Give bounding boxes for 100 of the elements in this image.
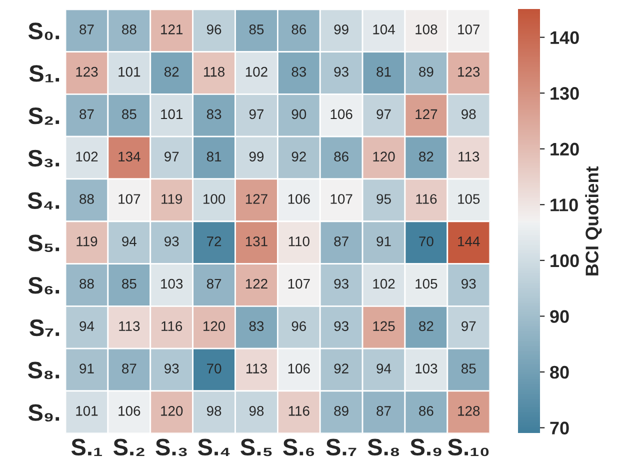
data-label: 88 — [80, 278, 94, 289]
data-label: 97 — [462, 321, 476, 332]
data-label: 85 — [122, 109, 136, 120]
data-label: 107 — [288, 278, 310, 289]
data-label: 94 — [122, 236, 136, 246]
y-tick-label: S₂. — [28, 107, 60, 125]
data-label: 72 — [207, 236, 222, 246]
data-label: 127 — [416, 109, 438, 119]
data-label: 93 — [164, 364, 179, 374]
data-label: 118 — [204, 66, 225, 77]
data-label: 93 — [462, 278, 476, 289]
data-label: 96 — [292, 321, 306, 332]
data-label: 98 — [462, 109, 476, 120]
data-label: 122 — [246, 278, 268, 289]
data-label: 86 — [292, 24, 306, 34]
data-label: 99 — [334, 24, 348, 34]
data-label: 83 — [292, 66, 306, 77]
data-label: 106 — [330, 109, 352, 120]
data-label: 92 — [292, 152, 306, 162]
data-label: 87 — [80, 24, 94, 34]
data-label: 107 — [330, 194, 352, 204]
color-bar-label: 110 — [550, 198, 578, 212]
data-label: 107 — [458, 24, 480, 34]
data-label: 113 — [458, 152, 480, 162]
data-label: 92 — [334, 364, 348, 374]
color-bar-label: 90 — [550, 310, 569, 323]
x-tick-label: S.₈ — [368, 438, 400, 456]
data-label: 121 — [161, 24, 183, 34]
data-label: 94 — [376, 364, 392, 374]
data-label: 127 — [246, 194, 268, 204]
color-bar-label: 80 — [550, 366, 569, 379]
x-tick-label: S.₉ — [410, 438, 442, 456]
data-label: 103 — [416, 364, 438, 374]
y-tick-label: S₃. — [28, 150, 60, 168]
data-label: 120 — [161, 406, 183, 416]
data-label: 123 — [76, 66, 98, 77]
data-label: 105 — [458, 194, 480, 204]
data-label: 70 — [207, 364, 222, 374]
y-tick-label: S₇. — [30, 319, 60, 337]
data-label: 134 — [118, 152, 140, 162]
x-tick-label: S.₂ — [113, 438, 144, 456]
data-label: 125 — [373, 321, 395, 332]
data-label: 89 — [419, 66, 434, 77]
data-label: 119 — [162, 194, 182, 204]
data-label: 100 — [204, 194, 226, 204]
data-label: 83 — [249, 321, 264, 332]
color-bar-label: 70 — [550, 422, 569, 434]
data-label: 93 — [334, 278, 348, 289]
color-bar-label: 140 — [550, 31, 579, 44]
data-label: 104 — [373, 24, 395, 34]
x-tick-label: S.₄ — [198, 438, 230, 456]
x-tick-label: S.₇ — [326, 438, 356, 456]
data-label: 123 — [458, 66, 480, 77]
data-label: 97 — [249, 109, 264, 120]
color-bar-label: 100 — [550, 254, 579, 268]
data-label: 103 — [161, 278, 183, 289]
data-label: 106 — [288, 364, 310, 374]
data-label: 82 — [419, 152, 434, 162]
data-label: 131 — [246, 236, 268, 246]
data-label: 128 — [458, 406, 480, 416]
data-label: 88 — [122, 24, 136, 34]
data-label: 91 — [376, 236, 391, 246]
x-tick-label: S.₃ — [156, 438, 187, 456]
data-label: 87 — [80, 109, 94, 120]
data-label: 85 — [249, 24, 264, 34]
data-label: 83 — [206, 109, 222, 120]
data-label: 101 — [76, 406, 98, 416]
data-label: 116 — [162, 321, 182, 332]
data-label: 70 — [419, 236, 434, 246]
data-label: 106 — [118, 406, 140, 416]
data-label: 101 — [118, 66, 140, 77]
data-label: 88 — [80, 194, 94, 204]
data-label: 113 — [246, 364, 267, 374]
data-label: 89 — [334, 406, 348, 416]
y-tick-label: S₀. — [28, 22, 60, 40]
data-label: 93 — [164, 236, 179, 246]
data-label: 97 — [376, 109, 391, 120]
data-label: 120 — [373, 152, 395, 162]
x-tick-label: S.₅ — [240, 438, 272, 456]
data-label: 107 — [118, 194, 140, 204]
data-label: 82 — [419, 321, 434, 332]
x-tick-label: S.₁₀ — [448, 438, 489, 456]
data-label: 113 — [119, 321, 140, 332]
y-tick-label: S₄. — [28, 192, 60, 210]
data-label: 108 — [416, 24, 438, 34]
data-label: 87 — [376, 406, 391, 416]
y-tick-label: S₈. — [28, 362, 60, 380]
color-bar-label: 130 — [550, 87, 579, 100]
data-label: 94 — [80, 321, 94, 332]
data-label: 101 — [161, 109, 183, 120]
y-tick-label: S₆. — [28, 277, 60, 294]
data-label: 91 — [80, 364, 94, 374]
data-label: 86 — [419, 406, 434, 416]
data-label: 81 — [376, 66, 391, 77]
data-label: 95 — [376, 194, 391, 204]
y-tick-label: S₅. — [28, 234, 60, 252]
data-label: 87 — [122, 364, 136, 374]
data-label: 87 — [206, 278, 222, 289]
data-label: 119 — [76, 236, 98, 246]
data-label: 144 — [458, 236, 480, 246]
